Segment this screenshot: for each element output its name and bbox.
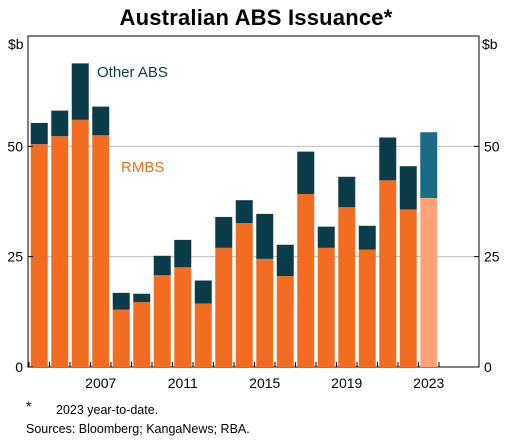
- chart-title: Australian ABS Issuance*: [119, 5, 393, 30]
- bar-other-abs: [399, 166, 417, 210]
- bar-other-abs: [153, 255, 171, 276]
- bar-rmbs: [133, 302, 151, 367]
- y-tick-label-left: 50: [7, 138, 23, 154]
- bar-other-abs: [379, 137, 397, 181]
- plot-frame: [27, 35, 480, 368]
- bar-other-abs: [133, 293, 151, 303]
- x-tick-label: 2019: [331, 375, 362, 391]
- bar-rmbs: [399, 209, 417, 367]
- y-tick-label-left: 25: [7, 249, 23, 265]
- footnote: 2023 year-to-date.: [56, 403, 159, 417]
- legend-rmbs: RMBS: [121, 159, 164, 176]
- bar-other-abs: [358, 225, 376, 250]
- bar-other-abs: [51, 110, 69, 137]
- x-tick-label: 2015: [249, 375, 280, 391]
- x-tick-label: 2023: [413, 375, 444, 391]
- bar-rmbs: [235, 223, 253, 367]
- bar-other-abs: [317, 226, 335, 248]
- bar-rmbs: [297, 193, 315, 367]
- bar-rmbs: [358, 249, 376, 367]
- bar-other-abs: [235, 200, 253, 224]
- bars: [30, 63, 438, 367]
- bar-rmbs: [51, 136, 69, 367]
- y-tick-label-right: 25: [484, 249, 500, 265]
- bar-rmbs: [174, 267, 192, 367]
- bar-other-abs: [215, 216, 233, 248]
- bar-rmbs: [153, 275, 171, 367]
- bar-rmbs: [420, 197, 438, 367]
- x-tick-label: 2011: [168, 375, 198, 391]
- bar-rmbs: [194, 303, 212, 367]
- bar-rmbs: [276, 276, 294, 367]
- bar-rmbs: [338, 207, 356, 367]
- bar-rmbs: [215, 247, 233, 367]
- bar-rmbs: [71, 119, 89, 367]
- y-unit-right: $b: [482, 36, 498, 52]
- y-tick-label-right: 50: [484, 138, 500, 154]
- bar-other-abs: [174, 239, 192, 268]
- bar-rmbs: [317, 247, 335, 367]
- bar-rmbs: [256, 258, 274, 367]
- bar-rmbs: [112, 309, 130, 367]
- bar-rmbs: [379, 180, 397, 367]
- bar-other-abs: [297, 151, 315, 194]
- bar-other-abs: [420, 132, 438, 198]
- x-tick-label: 2007: [85, 375, 116, 391]
- footnote-marker: *: [26, 398, 32, 414]
- bar-other-abs: [71, 63, 89, 120]
- bar-other-abs: [276, 244, 294, 277]
- y-tick-label-left: 0: [15, 359, 23, 375]
- legend-other-abs: Other ABS: [97, 64, 168, 81]
- bar-other-abs: [338, 176, 356, 208]
- y-tick-label-right: 0: [484, 359, 492, 375]
- bar-other-abs: [30, 122, 48, 145]
- y-unit-left: $b: [8, 36, 24, 52]
- axes: 0 0 25 25 50 50 2007 2011 2015 2019 2023: [7, 138, 499, 391]
- bar-other-abs: [92, 106, 110, 136]
- bar-other-abs: [194, 280, 212, 304]
- bar-other-abs: [256, 213, 274, 259]
- bar-rmbs: [92, 135, 110, 367]
- sources: Sources: Bloomberg; KangaNews; RBA.: [26, 422, 250, 436]
- bar-other-abs: [112, 292, 130, 310]
- bar-rmbs: [30, 144, 48, 367]
